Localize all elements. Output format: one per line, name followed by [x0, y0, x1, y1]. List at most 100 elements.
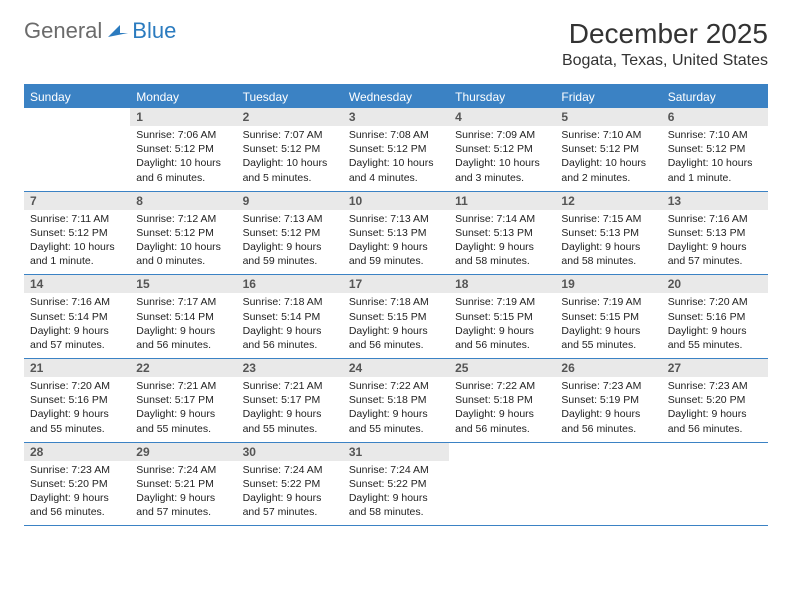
daylight-text: Daylight: 9 hours and 59 minutes.	[243, 240, 337, 268]
sunrise-text: Sunrise: 7:24 AM	[243, 463, 337, 477]
day-body: Sunrise: 7:12 AMSunset: 5:12 PMDaylight:…	[130, 210, 236, 275]
day-cell: 13Sunrise: 7:16 AMSunset: 5:13 PMDayligh…	[662, 192, 768, 275]
location-label: Bogata, Texas, United States	[562, 52, 768, 70]
sunset-text: Sunset: 5:12 PM	[561, 142, 655, 156]
logo: General Blue	[24, 18, 176, 44]
day-body: Sunrise: 7:24 AMSunset: 5:22 PMDaylight:…	[343, 461, 449, 526]
day-number: 19	[555, 275, 661, 293]
day-body: Sunrise: 7:19 AMSunset: 5:15 PMDaylight:…	[555, 293, 661, 358]
day-body: Sunrise: 7:21 AMSunset: 5:17 PMDaylight:…	[130, 377, 236, 442]
day-body	[662, 461, 768, 523]
day-number: 11	[449, 192, 555, 210]
sunrise-text: Sunrise: 7:20 AM	[668, 295, 762, 309]
day-cell: 2Sunrise: 7:07 AMSunset: 5:12 PMDaylight…	[237, 108, 343, 191]
daylight-text: Daylight: 10 hours and 3 minutes.	[455, 156, 549, 184]
sunrise-text: Sunrise: 7:08 AM	[349, 128, 443, 142]
day-cell: 23Sunrise: 7:21 AMSunset: 5:17 PMDayligh…	[237, 359, 343, 442]
day-cell: 29Sunrise: 7:24 AMSunset: 5:21 PMDayligh…	[130, 443, 236, 526]
sunset-text: Sunset: 5:17 PM	[243, 393, 337, 407]
day-body	[555, 461, 661, 523]
day-cell: 3Sunrise: 7:08 AMSunset: 5:12 PMDaylight…	[343, 108, 449, 191]
day-cell: 20Sunrise: 7:20 AMSunset: 5:16 PMDayligh…	[662, 275, 768, 358]
day-number: 17	[343, 275, 449, 293]
day-number: 2	[237, 108, 343, 126]
sunrise-text: Sunrise: 7:20 AM	[30, 379, 124, 393]
sunrise-text: Sunrise: 7:10 AM	[668, 128, 762, 142]
day-cell: 22Sunrise: 7:21 AMSunset: 5:17 PMDayligh…	[130, 359, 236, 442]
day-number: 27	[662, 359, 768, 377]
daylight-text: Daylight: 9 hours and 58 minutes.	[455, 240, 549, 268]
day-body: Sunrise: 7:06 AMSunset: 5:12 PMDaylight:…	[130, 126, 236, 191]
title-block: December 2025 Bogata, Texas, United Stat…	[562, 18, 768, 70]
week-row: 7Sunrise: 7:11 AMSunset: 5:12 PMDaylight…	[24, 192, 768, 276]
day-number: 25	[449, 359, 555, 377]
day-cell: 17Sunrise: 7:18 AMSunset: 5:15 PMDayligh…	[343, 275, 449, 358]
day-cell: 27Sunrise: 7:23 AMSunset: 5:20 PMDayligh…	[662, 359, 768, 442]
day-body: Sunrise: 7:09 AMSunset: 5:12 PMDaylight:…	[449, 126, 555, 191]
daylight-text: Daylight: 10 hours and 1 minute.	[30, 240, 124, 268]
weekday-header: Tuesday	[237, 86, 343, 108]
weeks-container: 1Sunrise: 7:06 AMSunset: 5:12 PMDaylight…	[24, 108, 768, 526]
day-number	[662, 443, 768, 461]
day-cell: 1Sunrise: 7:06 AMSunset: 5:12 PMDaylight…	[130, 108, 236, 191]
sunrise-text: Sunrise: 7:16 AM	[668, 212, 762, 226]
day-cell	[555, 443, 661, 526]
sunset-text: Sunset: 5:14 PM	[243, 310, 337, 324]
day-body: Sunrise: 7:16 AMSunset: 5:13 PMDaylight:…	[662, 210, 768, 275]
day-body: Sunrise: 7:22 AMSunset: 5:18 PMDaylight:…	[343, 377, 449, 442]
day-body: Sunrise: 7:22 AMSunset: 5:18 PMDaylight:…	[449, 377, 555, 442]
sunset-text: Sunset: 5:22 PM	[349, 477, 443, 491]
day-number: 30	[237, 443, 343, 461]
weekday-header: Wednesday	[343, 86, 449, 108]
day-number: 22	[130, 359, 236, 377]
sunrise-text: Sunrise: 7:12 AM	[136, 212, 230, 226]
daylight-text: Daylight: 9 hours and 55 minutes.	[136, 407, 230, 435]
daylight-text: Daylight: 9 hours and 56 minutes.	[243, 324, 337, 352]
day-number: 23	[237, 359, 343, 377]
sunset-text: Sunset: 5:16 PM	[30, 393, 124, 407]
day-cell: 12Sunrise: 7:15 AMSunset: 5:13 PMDayligh…	[555, 192, 661, 275]
sunrise-text: Sunrise: 7:06 AM	[136, 128, 230, 142]
day-number: 5	[555, 108, 661, 126]
daylight-text: Daylight: 9 hours and 55 minutes.	[349, 407, 443, 435]
day-body: Sunrise: 7:20 AMSunset: 5:16 PMDaylight:…	[662, 293, 768, 358]
day-body: Sunrise: 7:14 AMSunset: 5:13 PMDaylight:…	[449, 210, 555, 275]
day-cell: 30Sunrise: 7:24 AMSunset: 5:22 PMDayligh…	[237, 443, 343, 526]
weekday-header: Monday	[130, 86, 236, 108]
day-body: Sunrise: 7:08 AMSunset: 5:12 PMDaylight:…	[343, 126, 449, 191]
day-number: 7	[24, 192, 130, 210]
day-number: 21	[24, 359, 130, 377]
week-row: 14Sunrise: 7:16 AMSunset: 5:14 PMDayligh…	[24, 275, 768, 359]
daylight-text: Daylight: 10 hours and 1 minute.	[668, 156, 762, 184]
sunrise-text: Sunrise: 7:18 AM	[243, 295, 337, 309]
daylight-text: Daylight: 10 hours and 5 minutes.	[243, 156, 337, 184]
day-cell: 31Sunrise: 7:24 AMSunset: 5:22 PMDayligh…	[343, 443, 449, 526]
day-number: 28	[24, 443, 130, 461]
logo-text-general: General	[24, 18, 102, 44]
daylight-text: Daylight: 9 hours and 55 minutes.	[243, 407, 337, 435]
sunrise-text: Sunrise: 7:24 AM	[136, 463, 230, 477]
sunrise-text: Sunrise: 7:16 AM	[30, 295, 124, 309]
sunset-text: Sunset: 5:13 PM	[668, 226, 762, 240]
sunset-text: Sunset: 5:18 PM	[455, 393, 549, 407]
page-title: December 2025	[562, 18, 768, 50]
sunset-text: Sunset: 5:12 PM	[30, 226, 124, 240]
sunset-text: Sunset: 5:22 PM	[243, 477, 337, 491]
day-number: 9	[237, 192, 343, 210]
day-number: 15	[130, 275, 236, 293]
day-cell: 15Sunrise: 7:17 AMSunset: 5:14 PMDayligh…	[130, 275, 236, 358]
day-cell: 16Sunrise: 7:18 AMSunset: 5:14 PMDayligh…	[237, 275, 343, 358]
sunrise-text: Sunrise: 7:19 AM	[561, 295, 655, 309]
day-body: Sunrise: 7:23 AMSunset: 5:20 PMDaylight:…	[24, 461, 130, 526]
sunset-text: Sunset: 5:16 PM	[668, 310, 762, 324]
sunset-text: Sunset: 5:17 PM	[136, 393, 230, 407]
daylight-text: Daylight: 9 hours and 59 minutes.	[349, 240, 443, 268]
daylight-text: Daylight: 10 hours and 0 minutes.	[136, 240, 230, 268]
weekday-header: Thursday	[449, 86, 555, 108]
day-cell: 10Sunrise: 7:13 AMSunset: 5:13 PMDayligh…	[343, 192, 449, 275]
day-cell: 11Sunrise: 7:14 AMSunset: 5:13 PMDayligh…	[449, 192, 555, 275]
week-row: 28Sunrise: 7:23 AMSunset: 5:20 PMDayligh…	[24, 443, 768, 527]
day-cell: 6Sunrise: 7:10 AMSunset: 5:12 PMDaylight…	[662, 108, 768, 191]
sunrise-text: Sunrise: 7:17 AM	[136, 295, 230, 309]
sunset-text: Sunset: 5:12 PM	[136, 142, 230, 156]
